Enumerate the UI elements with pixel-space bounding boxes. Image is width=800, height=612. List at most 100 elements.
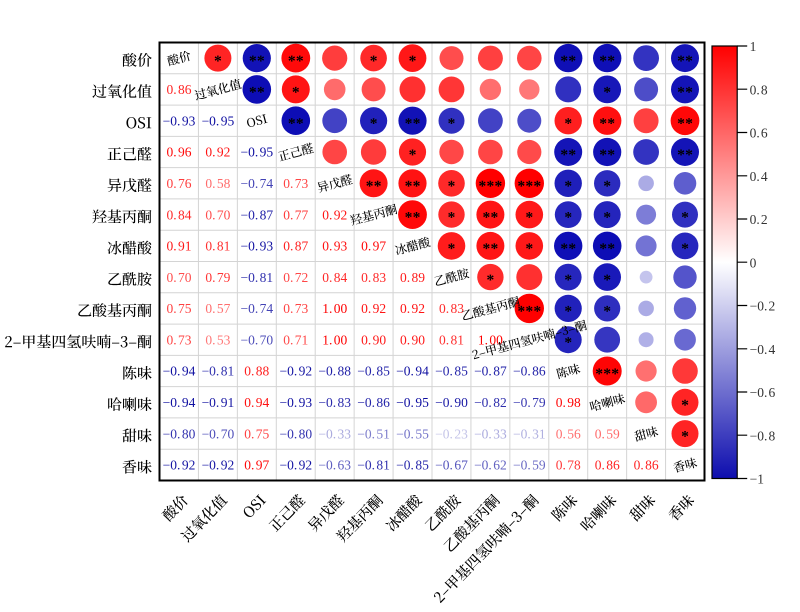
- svg-text:−0.80: −0.80: [163, 426, 196, 441]
- svg-text:−0.85: −0.85: [435, 364, 468, 379]
- svg-text:−0.74: −0.74: [240, 176, 273, 191]
- svg-text:−0.4: −0.4: [750, 342, 776, 357]
- svg-text:−0.55: −0.55: [396, 426, 429, 441]
- svg-text:0.73: 0.73: [166, 332, 191, 347]
- svg-text:1.00: 1.00: [322, 301, 347, 316]
- svg-text:−0.86: −0.86: [357, 395, 390, 410]
- svg-text:−0.85: −0.85: [357, 364, 390, 379]
- svg-text:0.93: 0.93: [322, 239, 347, 254]
- svg-text:−0.83: −0.83: [318, 395, 351, 410]
- svg-text:0.86: 0.86: [595, 458, 620, 473]
- svg-text:0.72: 0.72: [283, 270, 308, 285]
- svg-text:−0.92: −0.92: [279, 364, 312, 379]
- svg-text:0.77: 0.77: [283, 207, 308, 222]
- svg-text:−0.87: −0.87: [240, 207, 273, 222]
- svg-text:−0.85: −0.85: [396, 458, 429, 473]
- svg-text:−0.92: −0.92: [279, 458, 312, 473]
- svg-text:0.53: 0.53: [205, 332, 230, 347]
- svg-text:0.87: 0.87: [283, 239, 308, 254]
- svg-text:−0.6: −0.6: [750, 385, 776, 400]
- svg-text:−0.88: −0.88: [318, 364, 351, 379]
- svg-text:1.00: 1.00: [322, 332, 347, 347]
- svg-text:1: 1: [750, 39, 757, 54]
- svg-text:0.6: 0.6: [750, 126, 768, 141]
- svg-text:−0.59: −0.59: [513, 458, 546, 473]
- svg-text:0.97: 0.97: [361, 239, 386, 254]
- svg-text:0.90: 0.90: [400, 332, 425, 347]
- svg-text:0.76: 0.76: [166, 176, 191, 191]
- svg-text:0.79: 0.79: [205, 270, 230, 285]
- svg-text:−0.90: −0.90: [435, 395, 468, 410]
- svg-text:−0.94: −0.94: [163, 395, 196, 410]
- svg-text:−0.67: −0.67: [435, 458, 468, 473]
- svg-text:0.70: 0.70: [205, 207, 230, 222]
- svg-text:0.78: 0.78: [556, 458, 581, 473]
- svg-text:−0.23: −0.23: [435, 426, 468, 441]
- svg-text:−0.94: −0.94: [396, 364, 429, 379]
- svg-text:0.70: 0.70: [166, 270, 191, 285]
- svg-text:0.81: 0.81: [205, 239, 230, 254]
- svg-text:0.84: 0.84: [322, 270, 347, 285]
- svg-text:−0.8: −0.8: [750, 428, 776, 443]
- svg-text:0.97: 0.97: [244, 458, 269, 473]
- svg-text:−0.51: −0.51: [357, 426, 390, 441]
- svg-text:0.92: 0.92: [361, 301, 386, 316]
- svg-text:−0.31: −0.31: [513, 426, 546, 441]
- svg-text:0.73: 0.73: [283, 301, 308, 316]
- svg-text:−0.92: −0.92: [202, 458, 235, 473]
- svg-text:−0.62: −0.62: [474, 458, 507, 473]
- svg-text:−0.87: −0.87: [474, 364, 507, 379]
- svg-text:−0.95: −0.95: [396, 395, 429, 410]
- svg-text:0.90: 0.90: [361, 332, 386, 347]
- svg-text:0.92: 0.92: [400, 301, 425, 316]
- svg-text:0.75: 0.75: [166, 301, 191, 316]
- svg-text:−0.33: −0.33: [318, 426, 351, 441]
- svg-text:0: 0: [750, 255, 757, 270]
- svg-text:0.91: 0.91: [166, 239, 191, 254]
- svg-text:0.92: 0.92: [205, 145, 230, 160]
- svg-text:−0.82: −0.82: [474, 395, 507, 410]
- svg-text:0.94: 0.94: [244, 395, 269, 410]
- svg-text:−0.93: −0.93: [240, 239, 273, 254]
- svg-text:0.84: 0.84: [166, 207, 191, 222]
- svg-text:0.89: 0.89: [400, 270, 425, 285]
- svg-text:0.56: 0.56: [556, 426, 581, 441]
- svg-text:−0.70: −0.70: [202, 426, 235, 441]
- svg-text:−0.93: −0.93: [163, 113, 196, 128]
- svg-text:0.81: 0.81: [439, 332, 464, 347]
- svg-text:0.57: 0.57: [205, 301, 230, 316]
- svg-text:−0.93: −0.93: [279, 395, 312, 410]
- svg-text:0.86: 0.86: [166, 82, 191, 97]
- svg-text:0.88: 0.88: [244, 364, 269, 379]
- svg-text:−0.79: −0.79: [513, 395, 546, 410]
- svg-text:−0.92: −0.92: [163, 458, 196, 473]
- svg-text:0.92: 0.92: [322, 207, 347, 222]
- svg-text:0.86: 0.86: [634, 458, 659, 473]
- svg-text:0.75: 0.75: [244, 426, 269, 441]
- svg-text:0.59: 0.59: [595, 426, 620, 441]
- svg-text:−0.95: −0.95: [202, 113, 235, 128]
- svg-text:−0.33: −0.33: [474, 426, 507, 441]
- svg-text:0.98: 0.98: [556, 395, 581, 410]
- svg-text:0.8: 0.8: [750, 83, 768, 98]
- svg-text:−0.95: −0.95: [240, 145, 273, 160]
- svg-text:−0.80: −0.80: [279, 426, 312, 441]
- svg-text:0.71: 0.71: [283, 332, 308, 347]
- svg-text:−0.70: −0.70: [240, 332, 273, 347]
- svg-text:0.58: 0.58: [205, 176, 230, 191]
- svg-text:0.2: 0.2: [750, 212, 768, 227]
- svg-text:0.4: 0.4: [750, 169, 768, 184]
- svg-text:0.83: 0.83: [361, 270, 386, 285]
- svg-text:0.73: 0.73: [283, 176, 308, 191]
- svg-text:−0.81: −0.81: [202, 364, 235, 379]
- svg-text:0.83: 0.83: [439, 301, 464, 316]
- svg-text:−1: −1: [750, 472, 764, 487]
- svg-text:−0.81: −0.81: [240, 270, 273, 285]
- svg-text:1.00: 1.00: [478, 332, 503, 347]
- svg-text:0.96: 0.96: [166, 145, 191, 160]
- svg-text:−0.86: −0.86: [513, 364, 546, 379]
- svg-text:−0.74: −0.74: [240, 301, 273, 316]
- svg-text:−0.2: −0.2: [750, 299, 776, 314]
- svg-text:−0.94: −0.94: [163, 364, 196, 379]
- svg-text:−0.91: −0.91: [202, 395, 235, 410]
